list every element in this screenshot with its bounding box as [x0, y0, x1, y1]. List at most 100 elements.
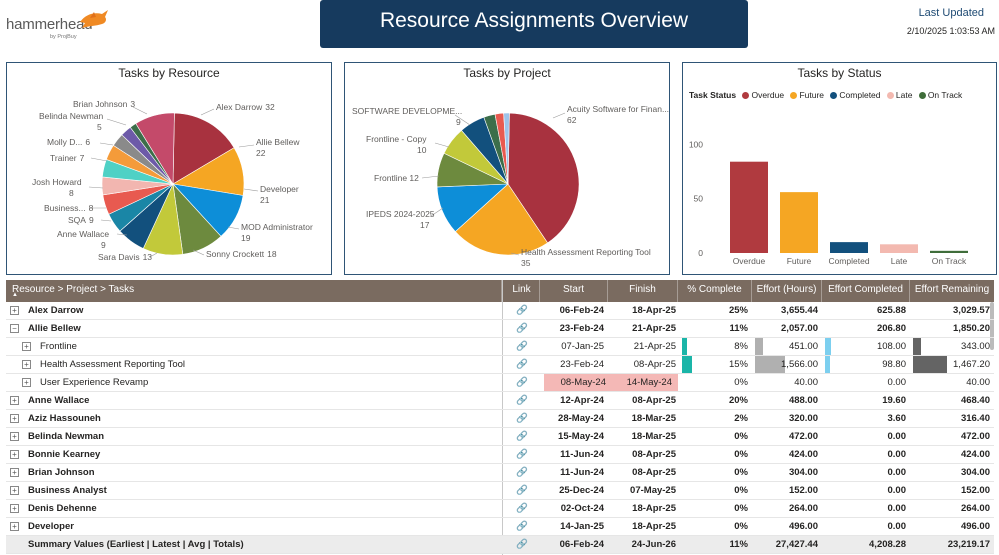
expand-toggle-icon[interactable]: +	[10, 468, 19, 477]
effort-hours: 2,057.00	[781, 323, 818, 334]
resource-row[interactable]: + Bonnie Kearney 🔗 11-Jun-24 08-Apr-25 0% 424.…	[6, 446, 994, 464]
resource-row[interactable]: + Alex Darrow 🔗 06-Feb-24 18-Apr-25 25% 3,655.…	[6, 302, 994, 320]
project-row[interactable]: + Frontline 🔗 07-Jan-25 21-Apr-25 8% 451.00 108…	[6, 338, 994, 356]
link-icon[interactable]: 🔗	[516, 359, 528, 370]
chart-title: Tasks by Project	[463, 66, 551, 80]
status-bar[interactable]	[930, 250, 968, 253]
expand-toggle-icon[interactable]: +	[10, 522, 19, 531]
column-header-link[interactable]: Link	[504, 280, 540, 302]
finish-date: 08-Apr-25	[633, 359, 676, 370]
column-header-effort[interactable]: Effort (Hours)	[752, 280, 822, 302]
link-icon[interactable]: 🔗	[516, 395, 528, 406]
effort-remaining: 3,029.57	[953, 305, 990, 316]
resource-row[interactable]: + Business Analyst 🔗 25-Dec-24 07-May-25 0% 15…	[6, 482, 994, 500]
tasks-by-status-chart[interactable]: Tasks by Status Task Status Overdue Futu…	[682, 62, 997, 275]
pie-slice[interactable]	[172, 112, 235, 185]
link-icon[interactable]: 🔗	[516, 485, 528, 496]
resource-row[interactable]: + Anne Wallace 🔗 12-Apr-24 08-Apr-25 20% 488.0…	[6, 392, 994, 410]
pie-slice[interactable]	[507, 112, 580, 244]
leader-line	[90, 157, 108, 162]
resource-row[interactable]: + Brian Johnson 🔗 11-Jun-24 08-Apr-25 0% 304.0…	[6, 464, 994, 482]
row-name: Aziz Hassouneh	[28, 413, 101, 424]
legend-item-future[interactable]: Future	[790, 90, 824, 100]
pct-complete: 0%	[734, 521, 748, 532]
project-row[interactable]: + User Experience Revamp 🔗 08-May-24 14-May-…	[6, 374, 994, 392]
link-icon[interactable]: 🔗	[516, 467, 528, 478]
expand-toggle-icon[interactable]: +	[10, 504, 19, 513]
expand-toggle-icon[interactable]: −	[10, 324, 19, 333]
expand-toggle-icon[interactable]: +	[22, 342, 31, 351]
sort-ascending-icon[interactable]: ▲	[12, 292, 18, 298]
resource-row[interactable]: − Allie Bellew 🔗 23-Feb-24 21-Apr-25 11% 2,057…	[6, 320, 994, 338]
link-icon[interactable]: 🔗	[516, 341, 528, 352]
legend-item-overdue[interactable]: Overdue	[742, 90, 784, 100]
expand-toggle-icon[interactable]: +	[22, 360, 31, 369]
start-date: 07-Jan-25	[561, 341, 604, 352]
resource-pie-svg[interactable]: Alex Darrow 32 Allie Bellew 22 Developer 21 MO…	[7, 63, 333, 276]
pct-complete: 25%	[728, 305, 748, 316]
link-icon[interactable]: 🔗	[516, 431, 528, 442]
resource-row[interactable]: + Developer 🔗 14-Jan-25 18-Apr-25 0% 496.00 0.0…	[6, 518, 994, 536]
column-header-name[interactable]: Resource > Project > Tasks	[12, 280, 502, 302]
resource-row[interactable]: + Belinda Newman 🔗 15-May-24 18-Mar-25 0% 472.…	[6, 428, 994, 446]
resource-row[interactable]: + Denis Dehenne 🔗 02-Oct-24 18-Apr-25 0% 264.0…	[6, 500, 994, 518]
expand-toggle-icon[interactable]: +	[10, 306, 19, 315]
legend-item-completed[interactable]: Completed	[830, 90, 881, 100]
column-header-finish[interactable]: Finish	[608, 280, 678, 302]
pie-slice[interactable]	[503, 112, 510, 185]
status-bar[interactable]	[780, 192, 818, 253]
effort-completed: 0.00	[887, 485, 907, 496]
expand-toggle-icon[interactable]: +	[10, 486, 19, 495]
column-header-effort-remaining[interactable]: Effort Remaining	[914, 284, 990, 295]
column-header-effort-completed[interactable]: Effort Completed	[822, 280, 910, 302]
tasks-by-resource-chart[interactable]: Tasks by Resource Alex Darrow 32 Allie Bel…	[6, 62, 332, 275]
link-icon[interactable]: 🔗	[516, 413, 528, 424]
link-icon[interactable]: 🔗	[516, 521, 528, 532]
resource-row[interactable]: + Aziz Hassouneh 🔗 28-May-24 18-Mar-25 2% 320.…	[6, 410, 994, 428]
legend-item-on-track[interactable]: On Track	[918, 90, 962, 100]
pie-label: MOD Administrator 19	[241, 222, 313, 243]
start-date: 14-Jan-25	[560, 521, 604, 532]
tasks-by-project-chart[interactable]: Tasks by Project Acuity Software for Fin…	[344, 62, 670, 275]
effort-hours: 40.00	[794, 377, 818, 388]
status-bar[interactable]	[830, 242, 868, 253]
effort-remaining: 264.00	[960, 503, 990, 514]
start-date: 15-May-24	[558, 431, 604, 442]
link-icon[interactable]: 🔗	[516, 323, 528, 334]
effort-remaining: 40.00	[966, 377, 990, 388]
summary-start: 06-Feb-24	[559, 539, 604, 550]
expand-toggle-icon[interactable]: +	[22, 378, 31, 387]
x-tick-label: Overdue	[733, 256, 766, 266]
project-row[interactable]: + Health Assessment Reporting Tool 🔗 23-Feb…	[6, 356, 994, 374]
pie-label: Alex Darrow 32	[216, 102, 275, 112]
table-scrollbar[interactable]	[990, 302, 994, 350]
column-header-pct-complete[interactable]: % Complete	[678, 280, 752, 302]
expand-toggle-icon[interactable]: +	[10, 450, 19, 459]
start-date: 08-May-24	[544, 374, 610, 391]
expand-toggle-icon[interactable]: +	[10, 396, 19, 405]
effort-hours: 1,566.00	[781, 359, 818, 370]
legend-item-late[interactable]: Late	[886, 90, 912, 100]
start-date: 12-Apr-24	[560, 395, 604, 406]
finish-date: 18-Apr-25	[632, 521, 676, 532]
status-bar-svg[interactable]: 0 50 100 Overdue Future Completed Late On Track	[683, 63, 998, 276]
expand-toggle-icon[interactable]: +	[10, 432, 19, 441]
pie-slice[interactable]	[135, 112, 175, 186]
status-bar[interactable]	[880, 244, 918, 253]
link-icon[interactable]: 🔗	[516, 377, 528, 388]
column-header-start[interactable]: Start	[540, 280, 608, 302]
finish-date: 18-Mar-25	[631, 413, 676, 424]
pie-slice[interactable]	[454, 183, 549, 256]
link-icon[interactable]: 🔗	[516, 305, 528, 316]
leader-line	[430, 207, 444, 217]
project-pie-svg[interactable]: Acuity Software for Finan... 62 Health Ass…	[345, 63, 671, 276]
expand-toggle-icon[interactable]: +	[10, 414, 19, 423]
pct-complete: 0%	[734, 467, 748, 478]
link-icon[interactable]: 🔗	[516, 539, 528, 550]
pct-complete: 0%	[734, 449, 748, 460]
resource-assignments-table[interactable]: Resource > Project > Tasks ▲ Link Start …	[6, 280, 994, 555]
link-icon[interactable]: 🔗	[516, 503, 528, 514]
status-bar[interactable]	[730, 161, 768, 253]
effort-completed: 625.88	[876, 305, 906, 316]
link-icon[interactable]: 🔗	[516, 449, 528, 460]
